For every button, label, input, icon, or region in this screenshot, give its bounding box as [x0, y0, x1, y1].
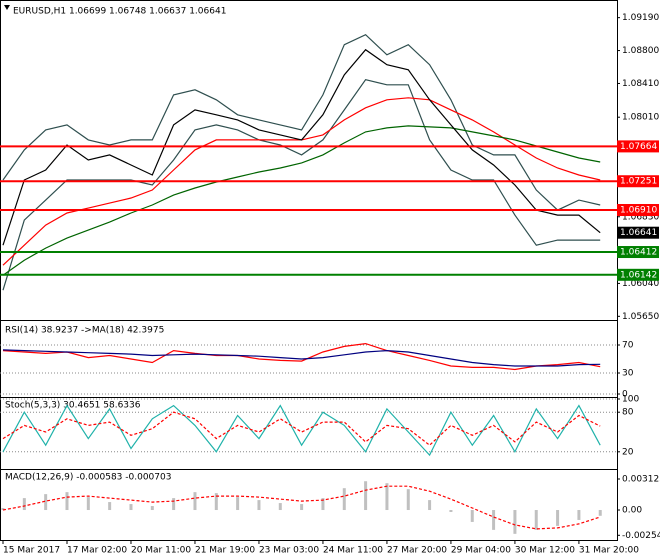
panel-title: MACD(12,26,9) -0.000583 -0.000703: [5, 473, 171, 483]
y-tick-label: -0.002546: [622, 531, 660, 541]
x-tick-label: 20 Mar 11:00: [131, 546, 191, 556]
frame: [0, 0, 618, 541]
level-label-bg: [617, 268, 659, 281]
x-tick-label: 24 Mar 11:00: [323, 546, 383, 556]
macd-bar: [364, 481, 368, 511]
macd-bar: [342, 488, 346, 511]
macd-bar: [86, 497, 90, 511]
macd-bar: [108, 502, 112, 511]
x-tick-label: 17 Mar 02:00: [67, 546, 127, 556]
y-tick-label: 1.05650: [622, 312, 659, 322]
y-tick-label: 30: [622, 369, 634, 379]
macd-bar: [534, 510, 538, 530]
x-tick-label: 29 Mar 04:00: [451, 546, 511, 556]
macd-bar: [513, 510, 517, 534]
series-line: [2, 79, 601, 291]
x-tick-label: 27 Mar 20:00: [387, 546, 447, 556]
y-tick-label: 70: [622, 341, 634, 351]
macd-bar: [598, 510, 602, 516]
panel-title: Stoch(5,3,3) 30.4651 58.6336: [5, 401, 141, 411]
macd-bar: [214, 493, 218, 511]
macd-bar: [44, 494, 48, 511]
y-tick-label: 20: [622, 447, 634, 457]
macd-bar: [257, 500, 261, 511]
series-line: [2, 404, 601, 457]
y-tick-label: 1.08800: [622, 46, 659, 56]
level-label: 1.07664: [620, 142, 657, 152]
macd-bar: [492, 510, 496, 530]
y-tick-label: 0.003123: [622, 475, 660, 485]
y-tick-label: 1.06830: [622, 212, 659, 222]
x-tick-label: 31 Mar 20:00: [579, 546, 639, 556]
macd-bar: [428, 500, 432, 511]
y-tick-label: 1.08010: [622, 113, 659, 123]
series-line: [2, 33, 601, 211]
series-line: [2, 48, 601, 246]
y-tick-label: 0.00: [622, 506, 642, 516]
series-line: [2, 485, 601, 530]
macd-bar: [1, 508, 5, 511]
macd-bar: [556, 510, 560, 526]
level-label: 1.06412: [620, 248, 657, 258]
series-line: [2, 125, 601, 276]
menu-icon: [4, 5, 10, 10]
macd-bar: [150, 506, 154, 511]
macd-bar: [129, 504, 133, 511]
y-tick-label: 1.08410: [622, 79, 659, 89]
x-tick-label: 30 Mar 12:00: [515, 546, 575, 556]
macd-bar: [300, 504, 304, 511]
level-label: 1.07251: [620, 177, 657, 187]
last-price-bg: [617, 226, 659, 239]
y-tick-label: 100: [622, 395, 639, 405]
x-tick-label: 23 Mar 03:00: [259, 546, 319, 556]
macd-bar: [22, 498, 26, 511]
macd-bar: [278, 503, 282, 511]
macd-bar: [65, 492, 69, 511]
macd-bar: [385, 483, 389, 511]
panel-title: EURUSD,H1 1.06699 1.06748 1.06637 1.0664…: [13, 7, 226, 17]
y-tick-label: 80: [622, 408, 634, 418]
level-label-bg: [617, 140, 659, 153]
y-tick-label: 1.09190: [622, 13, 659, 23]
panel-title: RSI(14) 38.9237 ->MA(18) 42.3975: [5, 326, 164, 336]
macd-bar: [172, 498, 176, 511]
macd-bar: [321, 498, 325, 511]
y-tick-label: 0: [622, 390, 628, 400]
series-line: [2, 349, 601, 367]
y-tick-label: 1.06040: [622, 279, 659, 289]
macd-bar: [470, 510, 474, 522]
x-tick-label: 15 Mar 2017: [3, 546, 60, 556]
level-label-bg: [617, 175, 659, 188]
macd-bar: [577, 510, 581, 520]
series-line: [2, 342, 601, 371]
level-label: 1.06142: [620, 270, 657, 280]
macd-bar: [406, 489, 410, 511]
macd-bar: [449, 510, 453, 513]
level-label-bg: [617, 204, 659, 217]
x-tick-label: 21 Mar 19:00: [195, 546, 255, 556]
level-label: 1.06910: [620, 206, 657, 216]
level-label-bg: [617, 246, 659, 259]
macd-bar: [193, 492, 197, 511]
macd-bar: [236, 497, 240, 511]
last-price-label: 1.06641: [620, 228, 657, 238]
